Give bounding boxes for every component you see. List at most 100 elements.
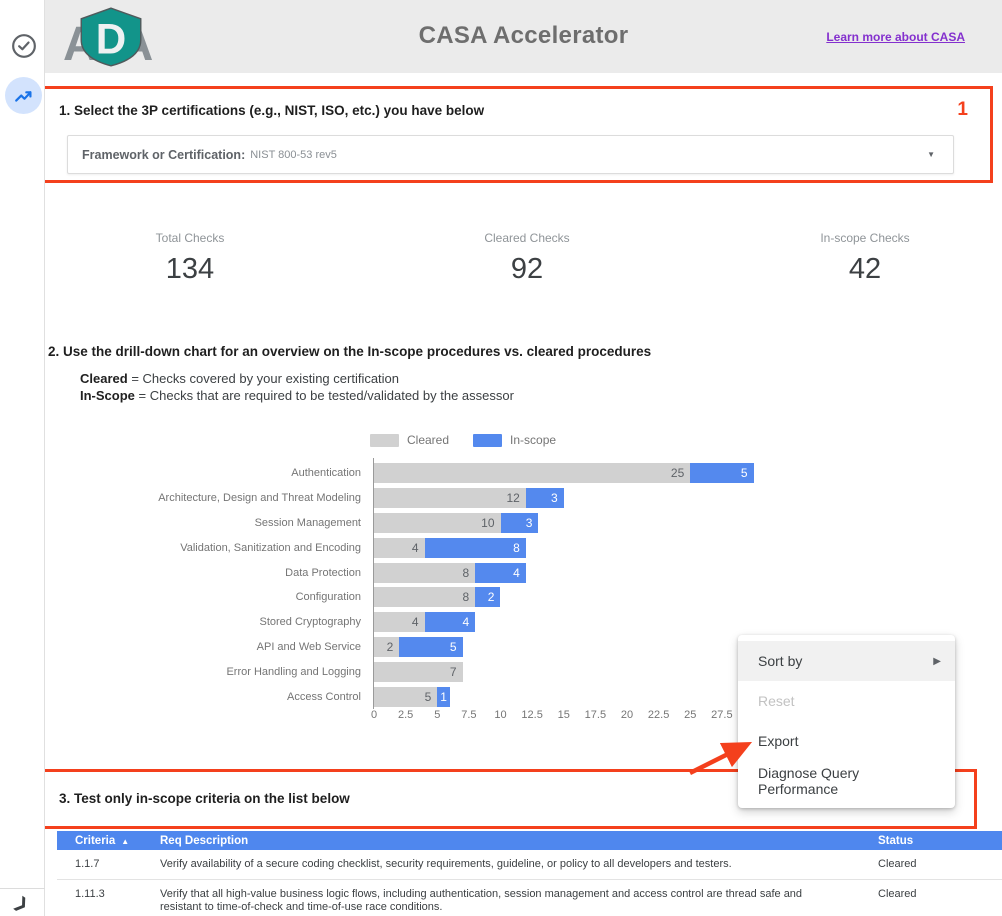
ada-logo: A A D — [63, 7, 153, 67]
bar-cleared-segment[interactable]: 12 — [374, 488, 526, 509]
x-axis-tick: 22.5 — [647, 709, 670, 721]
bar-inscope-segment[interactable]: 4 — [424, 612, 476, 633]
bar-track: 12 3 — [374, 488, 564, 509]
chart-row: Configuration 8 2 — [45, 585, 790, 610]
x-axis-tick: 2.5 — [397, 709, 414, 721]
check-circle-icon[interactable] — [11, 33, 37, 59]
annotation-arrow-icon — [688, 741, 753, 776]
legend-definitions: Cleared = Checks covered by your existin… — [80, 371, 514, 404]
step3-title: 3. Test only in-scope criteria on the li… — [59, 791, 350, 806]
bar-inscope-segment[interactable]: 1 — [437, 686, 450, 707]
column-header-criteria[interactable]: Criteria ▲ — [57, 831, 160, 850]
bar-inscope-segment[interactable]: 3 — [500, 512, 539, 533]
category-label: Error Handling and Logging — [226, 665, 361, 678]
bar-cleared-segment[interactable]: 10 — [374, 512, 501, 533]
bar-inscope-segment[interactable]: 5 — [399, 636, 463, 657]
chart-legend: Cleared In-scope — [370, 433, 556, 447]
menu-item-label: Reset — [758, 693, 795, 709]
cell-status: Cleared — [878, 850, 1002, 880]
chevron-down-icon[interactable]: ▼ — [927, 150, 935, 159]
step1-title: 1. Select the 3P certifications (e.g., N… — [59, 103, 485, 118]
menu-item-diagnose-query-performance[interactable]: Diagnose Query Performance — [738, 761, 955, 801]
legend-swatch — [473, 433, 503, 447]
bar-inscope-value: 2 — [487, 590, 495, 605]
column-header-label: Req Description — [160, 834, 249, 847]
column-header-status[interactable]: Status — [878, 831, 1002, 850]
bar-inscope-value: 3 — [525, 515, 533, 530]
bar-cleared-segment[interactable]: 4 — [374, 612, 425, 633]
legend-label: In-scope — [510, 433, 557, 447]
cell-criteria: 1.1.7 — [57, 850, 160, 880]
chart-row: Architecture, Design and Threat Modeling… — [45, 486, 790, 511]
x-axis-tick: 7.5 — [461, 709, 477, 721]
learn-more-link[interactable]: Learn more about CASA — [826, 30, 965, 44]
collapse-chevron-icon[interactable]: ❯ — [11, 893, 32, 916]
left-toolbar: ❯ — [0, 0, 45, 916]
x-axis-tick: 10 — [494, 709, 507, 721]
bar-cleared-segment[interactable]: 7 — [374, 661, 463, 682]
category-label: Session Management — [254, 516, 361, 529]
definition-line: In-Scope = Checks that are required to b… — [80, 387, 514, 403]
cell-description: Verify that all high-value business logi… — [160, 879, 878, 916]
menu-item-export[interactable]: Export — [738, 721, 955, 761]
category-label: Configuration — [295, 591, 361, 604]
bar-track: 25 5 — [374, 463, 754, 484]
bar-cleared-value: 4 — [411, 540, 419, 555]
bar-cleared-segment[interactable]: 5 — [374, 686, 438, 707]
bar-cleared-value: 8 — [462, 565, 470, 580]
submenu-arrow-icon: ▶ — [933, 655, 941, 667]
cell-status: Cleared — [878, 879, 1002, 916]
legend-item-in-scope: In-scope — [473, 433, 556, 447]
bar-cleared-segment[interactable]: 8 — [374, 587, 476, 608]
chart-plot-area: Authentication 25 5 Architecture, Design an… — [45, 461, 790, 709]
bar-inscope-value: 4 — [462, 615, 470, 630]
scorecard-in-scope-checks: In-scope Checks 42 — [770, 231, 960, 286]
category-label: API and Web Service — [256, 640, 361, 653]
menu-item-label: Sort by — [758, 653, 803, 669]
bar-cleared-segment[interactable]: 4 — [374, 537, 425, 558]
x-axis: 0 2.5 5 7.5 10 12.5 15 17.5 20 22.5 25 27.5 — [45, 709, 790, 723]
bar-inscope-segment[interactable]: 3 — [525, 488, 564, 509]
bar-cleared-segment[interactable]: 25 — [374, 463, 691, 484]
cell-description: Verify availability of a secure coding c… — [160, 850, 878, 880]
chart-row: Stored Cryptography 4 4 — [45, 610, 790, 635]
legend-item-cleared: Cleared — [370, 433, 449, 447]
table-body: 1.1.7 Verify availability of a secure cod… — [57, 850, 1002, 916]
bar-inscope-segment[interactable]: 4 — [475, 562, 526, 583]
framework-dropdown[interactable]: Framework or Certification: NIST 800-53 … — [67, 135, 954, 174]
category-label: Architecture, Design and Threat Modeling — [158, 492, 361, 505]
category-label: Stored Cryptography — [259, 616, 362, 629]
bar-cleared-value: 8 — [462, 590, 470, 605]
bar-cleared-value: 7 — [449, 664, 457, 679]
logo-letter-d: D — [96, 15, 127, 62]
category-label: Authentication — [291, 467, 361, 480]
bar-track: 10 3 — [374, 512, 539, 533]
x-axis-tick: 0 — [370, 709, 378, 721]
category-label: Access Control — [287, 690, 361, 703]
bar-cleared-segment[interactable]: 8 — [374, 562, 476, 583]
report-header: A A D CASA Accelerator Learn more about … — [45, 0, 1002, 73]
metric-value: 134 — [165, 253, 215, 285]
bar-inscope-value: 4 — [513, 565, 520, 580]
bar-track: 7 — [374, 661, 463, 682]
definition-term: Cleared — [80, 371, 128, 386]
bar-inscope-segment[interactable]: 5 — [690, 463, 754, 484]
chart-row: Data Protection 8 4 — [45, 560, 790, 585]
x-axis-tick: 15 — [557, 709, 570, 721]
bar-cleared-value: 2 — [386, 639, 394, 654]
chart-row: API and Web Service 2 5 — [45, 635, 790, 660]
step2-title: 2. Use the drill-down chart for an overv… — [48, 344, 652, 359]
bar-inscope-segment[interactable]: 8 — [424, 537, 526, 558]
metric-label: Total Checks — [155, 231, 225, 245]
bar-inscope-segment[interactable]: 2 — [475, 587, 501, 608]
bar-cleared-segment[interactable]: 2 — [374, 636, 400, 657]
metric-value: 42 — [848, 253, 882, 285]
trending-chart-button[interactable] — [5, 77, 42, 114]
x-axis-tick: 5 — [434, 709, 441, 721]
column-header-req-description[interactable]: Req Description — [160, 831, 878, 850]
dropdown-label: Framework or Certification: — [82, 147, 246, 162]
criteria-table: Criteria ▲ Req Description Status 1.1.7 Veri… — [57, 831, 1002, 916]
menu-item-sort-by[interactable]: Sort by ▶ — [738, 641, 955, 681]
